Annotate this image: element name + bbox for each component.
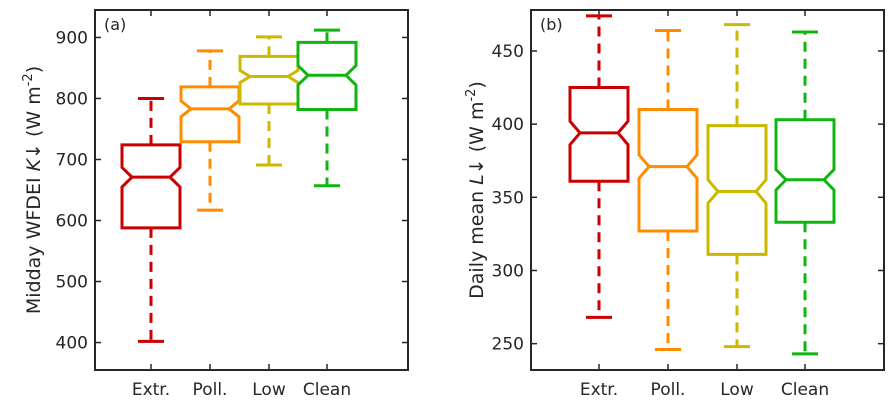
x-tick-label: Poll. — [651, 380, 686, 400]
y-tick-label: 400 — [492, 115, 524, 135]
x-tick-label: Clean — [303, 380, 351, 400]
box-poll — [179, 49, 241, 212]
box-clean — [296, 28, 358, 188]
x-tick-label: Extr. — [132, 380, 170, 400]
box-low — [238, 35, 300, 167]
box-body — [120, 143, 182, 230]
panel-a: 400 500 600 700 800 900 Extr. Poll. Low Clean (a) M… — [21, 9, 409, 400]
axes-frame — [94, 9, 409, 371]
y-axis-label-exponent: -2 — [21, 73, 36, 86]
y-tick-label: 600 — [56, 212, 88, 232]
x-tick-label: Extr. — [580, 380, 618, 400]
y-tick-label: 800 — [56, 89, 88, 109]
y-axis-label-unit: (W m — [23, 86, 45, 137]
box-body — [637, 108, 699, 233]
y-tick-label: 700 — [56, 150, 88, 170]
y-tick-label: 300 — [492, 261, 524, 281]
y-tick-label: 400 — [56, 334, 88, 354]
box-body — [774, 118, 836, 224]
box-low — [706, 23, 768, 349]
y-axis-label-exponent: -2 — [464, 89, 479, 102]
box-body — [179, 85, 241, 144]
box-extr — [568, 14, 630, 319]
y-axis-label: Midday WFDEI K↓ (W m-2) — [21, 66, 45, 314]
box-poll — [637, 28, 699, 352]
y-tick-label: 450 — [492, 42, 524, 62]
y-axis-label-symbol: L↓ — [466, 158, 488, 185]
y-axis-label-prefix: Daily mean — [466, 185, 488, 299]
axes-frame — [530, 9, 885, 371]
y-tick-label: 350 — [492, 188, 524, 208]
panel-label: (a) — [104, 15, 126, 34]
x-tick-label: Low — [252, 380, 286, 400]
x-tick-label: Poll. — [193, 380, 228, 400]
panel-label: (b) — [540, 15, 563, 34]
y-axis-label-prefix: Midday WFDEI — [23, 171, 45, 314]
y-axis-label-symbol: K↓ — [23, 143, 45, 171]
y-axis-label-close: ) — [466, 81, 488, 88]
y-tick-label: 500 — [56, 273, 88, 293]
box-body — [238, 54, 300, 106]
x-tick-label: Clean — [781, 380, 829, 400]
y-axis-label-unit: (W m — [466, 102, 488, 153]
panel-b: 250 300 350 400 450 Extr. Poll. Low Clean (b) Dail… — [464, 9, 885, 400]
y-axis-label: Daily mean L↓ (W m-2) — [464, 81, 488, 299]
box-clean — [774, 30, 836, 356]
x-tick-label: Low — [720, 380, 754, 400]
box-extr — [120, 96, 182, 343]
y-tick-label: 250 — [492, 335, 524, 355]
y-axis-label-close: ) — [23, 66, 45, 73]
y-tick-label: 900 — [56, 28, 88, 48]
